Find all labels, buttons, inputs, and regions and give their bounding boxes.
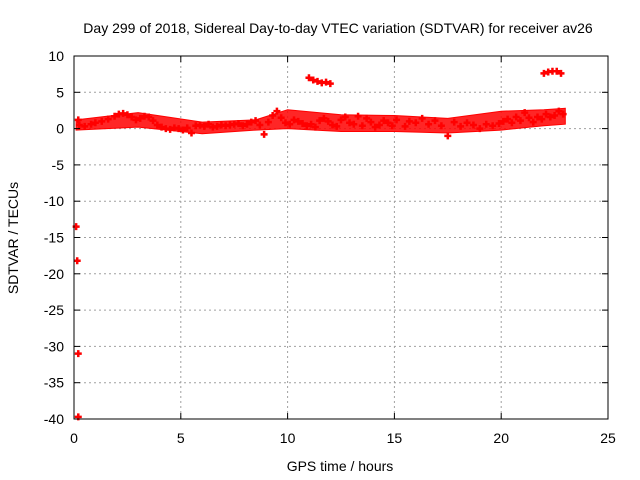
y-tick-label: -15 xyxy=(44,230,64,246)
x-tick-label: 20 xyxy=(493,430,509,446)
x-tick-label: 15 xyxy=(387,430,403,446)
data-point xyxy=(75,350,82,357)
y-tick-label: -40 xyxy=(44,411,64,427)
x-tick-label: 0 xyxy=(70,430,78,446)
y-tick-label: -25 xyxy=(44,302,64,318)
y-tick-label: 5 xyxy=(56,84,64,100)
y-tick-label: -30 xyxy=(44,338,64,354)
x-tick-label: 5 xyxy=(177,430,185,446)
chart-title: Day 299 of 2018, Sidereal Day-to-day VTE… xyxy=(83,20,593,36)
data-point xyxy=(74,257,81,264)
x-tick-label: 25 xyxy=(600,430,616,446)
y-tick-label: -10 xyxy=(44,193,64,209)
data-point xyxy=(261,131,268,138)
y-axis-label: SDTVAR / TECUs xyxy=(5,182,21,294)
y-tick-label: -35 xyxy=(44,375,64,391)
x-tick-label: 10 xyxy=(280,430,296,446)
y-tick-label: 10 xyxy=(48,48,64,64)
sdtvar-chart: 0 5 10 15 20 25 -40 -35 -30 -25 -20 -15 -10 -5 0 5 10 Da… xyxy=(0,0,640,480)
y-tick-label: -20 xyxy=(44,266,64,282)
x-axis-label: GPS time / hours xyxy=(287,458,394,474)
y-tick-label: -5 xyxy=(52,157,65,173)
y-tick-label: 0 xyxy=(56,121,64,137)
tick-labels: 0 5 10 15 20 25 -40 -35 -30 -25 -20 -15 -10 -5 0 5 10 xyxy=(44,48,616,446)
